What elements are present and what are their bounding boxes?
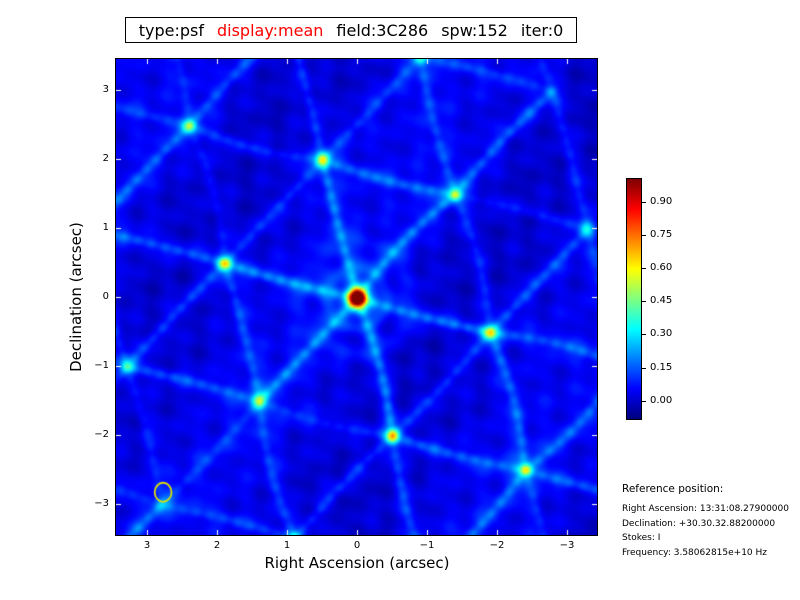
x-tick-label: −3 <box>559 540 575 551</box>
colorbar-tick-label: 0.15 <box>650 362 673 373</box>
title-type: type:psf <box>138 20 204 40</box>
x-tick-label: 0 <box>353 540 361 551</box>
colorbar-tick-mark <box>641 235 646 236</box>
reference-frequency: Frequency: 3.58062815e+10 Hz <box>622 548 768 559</box>
reference-dec: Declination: +30.30.32.88200000 <box>622 518 776 529</box>
x-tick-label: 1 <box>283 540 291 551</box>
reference-heading: Reference position: <box>622 483 724 495</box>
y-tick-label: 3 <box>102 84 109 95</box>
y-tick-label: −1 <box>94 360 109 371</box>
title-field: field:3C286 <box>336 20 429 40</box>
colorbar-tick-mark <box>641 268 646 269</box>
colorbar-tick-label: 0.60 <box>650 262 673 273</box>
title-display: display:mean <box>216 20 324 40</box>
colorbar <box>626 178 642 420</box>
psf-image <box>115 58 598 536</box>
x-axis-label: Right Ascension (arcsec) <box>264 554 450 572</box>
y-axis-label: Declination (arcsec) <box>67 222 85 372</box>
colorbar-tick-label: 0.90 <box>650 196 673 207</box>
x-tick-label: 2 <box>213 540 221 551</box>
colorbar-tick-label: 0.30 <box>650 328 673 339</box>
colorbar-tick-label: 0.00 <box>650 395 673 406</box>
y-tick-label: 2 <box>102 153 109 164</box>
y-tick-label: 1 <box>102 222 109 233</box>
colorbar-tick-mark <box>641 368 646 369</box>
x-tick-label: −1 <box>419 540 435 551</box>
colorbar-tick-mark <box>641 334 646 335</box>
colorbar-tick-mark <box>641 301 646 302</box>
x-tick-label: 3 <box>143 540 151 551</box>
reference-position-block: Reference position: Right Ascension: 13:… <box>622 483 798 561</box>
reference-stokes: Stokes: I <box>622 533 661 544</box>
x-tick-label: −2 <box>489 540 505 551</box>
colorbar-tick-label: 0.75 <box>650 229 673 240</box>
y-tick-label: 0 <box>102 291 109 302</box>
reference-ra: Right Ascension: 13:31:08.27900000 <box>622 504 789 514</box>
y-tick-label: −3 <box>94 498 109 509</box>
colorbar-tick-mark <box>641 202 646 203</box>
title-spw: spw:152 <box>441 20 508 40</box>
y-tick-label: −2 <box>94 429 109 440</box>
title-box: type:psf display:mean field:3C286 spw:15… <box>125 17 577 43</box>
title-iter: iter:0 <box>520 20 564 40</box>
colorbar-tick-label: 0.45 <box>650 295 673 306</box>
colorbar-tick-mark <box>641 401 646 402</box>
